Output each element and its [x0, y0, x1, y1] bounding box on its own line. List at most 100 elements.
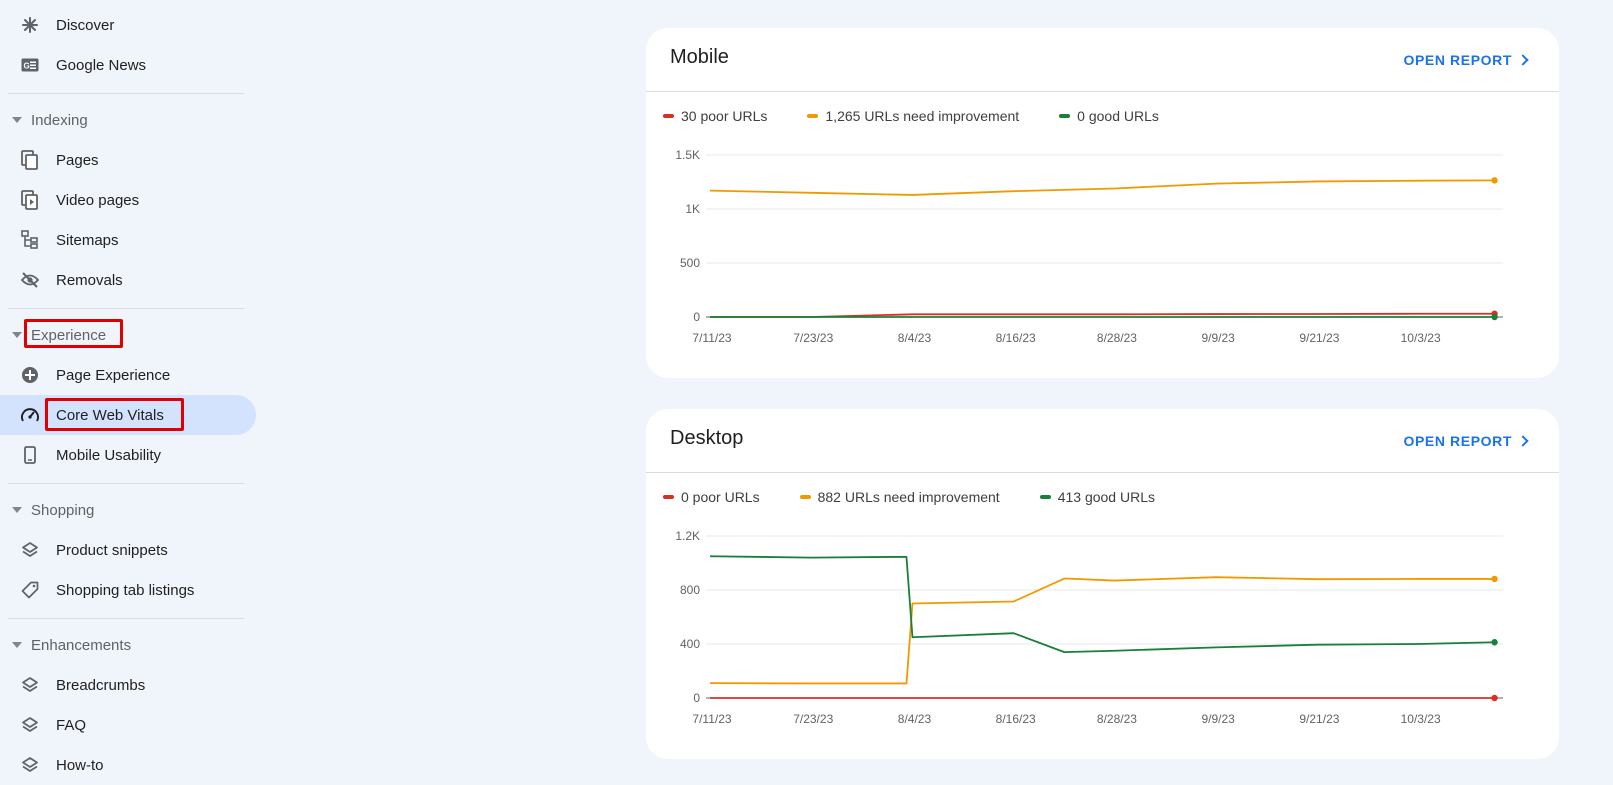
- tag-icon: [20, 580, 40, 600]
- sidebar-item-faq[interactable]: FAQ: [0, 705, 256, 745]
- y-tick-label: 1.2K: [675, 529, 700, 543]
- legend-label: 413 good URLs: [1057, 489, 1155, 505]
- page-experience-icon: [20, 365, 40, 385]
- sidebar-item-removals[interactable]: Removals: [0, 260, 256, 300]
- legend-label: 1,265 URLs need improvement: [825, 108, 1020, 124]
- series-end-point: [1491, 313, 1498, 321]
- section-header-shopping[interactable]: Shopping: [0, 495, 250, 525]
- mobile-report-card: Mobile OPEN REPORT 30 poor URLs 1,265 UR…: [646, 28, 1559, 378]
- divider: [8, 483, 244, 484]
- sidebar-item-pages[interactable]: Pages: [0, 140, 256, 180]
- card-divider: [646, 91, 1559, 92]
- sidebar-item-label: Pages: [56, 151, 99, 169]
- series-end-point: [1491, 177, 1498, 184]
- desktop-report-card: Desktop OPEN REPORT 0 poor URLs 882 URLs…: [646, 409, 1559, 759]
- divider: [8, 618, 244, 619]
- layers-icon: [20, 755, 40, 775]
- desktop-line-chart: 0 400 800 1.2K 7/11/23 7/23/23 8/4/23 8/16/23 8/…: [675, 529, 1503, 726]
- layers-icon: [20, 540, 40, 560]
- sidebar-item-label: Removals: [56, 271, 123, 289]
- section-header-experience[interactable]: Experience: [0, 320, 250, 350]
- section-header-indexing[interactable]: Indexing: [0, 105, 250, 135]
- y-tick-label: 500: [680, 256, 700, 270]
- legend-item-poor[interactable]: 30 poor URLs: [663, 108, 767, 124]
- legend-label: 882 URLs need improvement: [817, 489, 1000, 505]
- legend-swatch: [1059, 114, 1071, 118]
- sidebar-item-label: Mobile Usability: [56, 446, 162, 464]
- chevron-right-icon: [1517, 435, 1529, 447]
- card-title: Mobile: [670, 46, 729, 68]
- sidebar-item-page-experience[interactable]: Page Experience: [0, 355, 256, 395]
- sidebar-item-video-pages[interactable]: Video pages: [0, 180, 256, 220]
- x-tick-label: 8/28/23: [1097, 712, 1137, 726]
- chart-legend: 0 poor URLs 882 URLs need improvement 41…: [663, 489, 1155, 505]
- sidebar-item-label: Video pages: [56, 191, 140, 209]
- video-pages-icon: [20, 190, 40, 210]
- x-tick-label: 8/28/23: [1097, 331, 1137, 345]
- sidebar-item-label: Discover: [56, 16, 115, 34]
- caret-down-icon: [12, 117, 22, 123]
- svg-text:G: G: [24, 62, 30, 71]
- sidebar-item-discover[interactable]: Discover: [0, 5, 256, 45]
- sidebar-item-product-snippets[interactable]: Product snippets: [0, 530, 256, 570]
- x-tick-label: 7/11/23: [692, 331, 731, 345]
- caret-down-icon: [12, 642, 22, 648]
- section-header-enhancements[interactable]: Enhancements: [0, 630, 250, 660]
- y-tick-label: 800: [680, 583, 700, 597]
- legend-label: 30 poor URLs: [681, 108, 768, 124]
- sidebar-item-google-news[interactable]: G Google News: [0, 45, 256, 85]
- y-tick-label: 1.5K: [675, 148, 700, 162]
- legend-item-good[interactable]: 0 good URLs: [1059, 108, 1159, 124]
- x-tick-label: 8/4/23: [898, 712, 932, 726]
- y-tick-label: 400: [680, 637, 700, 651]
- open-report-link[interactable]: OPEN REPORT: [1403, 433, 1529, 449]
- visibility-off-icon: [20, 270, 40, 290]
- card-divider: [646, 472, 1559, 473]
- layers-icon: [20, 715, 40, 735]
- section-label: Experience: [31, 326, 107, 344]
- sidebar-item-label: Core Web Vitals: [56, 406, 164, 424]
- series-end-point: [1491, 575, 1498, 583]
- x-tick-label: 9/9/23: [1201, 331, 1235, 345]
- sidebar-item-label: How-to: [56, 756, 104, 774]
- series-line: [709, 179, 1495, 196]
- phone-icon: [20, 445, 40, 465]
- legend-item-poor[interactable]: 0 poor URLs: [663, 489, 760, 505]
- legend-swatch: [663, 114, 674, 118]
- open-report-label: OPEN REPORT: [1403, 433, 1512, 449]
- sidebar-item-shopping-tab-listings[interactable]: Shopping tab listings: [0, 570, 256, 610]
- legend-swatch: [807, 114, 819, 118]
- sidebar-item-core-web-vitals[interactable]: Core Web Vitals: [0, 395, 256, 435]
- x-tick-label: 8/16/23: [996, 331, 1036, 345]
- open-report-link[interactable]: OPEN REPORT: [1403, 52, 1529, 68]
- section-label: Shopping: [31, 501, 95, 519]
- legend-item-improve[interactable]: 1,265 URLs need improvement: [807, 108, 1019, 124]
- series-line: [709, 555, 1495, 653]
- legend-label: 0 poor URLs: [681, 489, 760, 505]
- sidebar-item-how-to[interactable]: How-to: [0, 745, 256, 785]
- sidebar-item-label: Google News: [56, 56, 147, 74]
- sidebar-item-sitemaps[interactable]: Sitemaps: [0, 220, 256, 260]
- section-label: Enhancements: [31, 636, 132, 654]
- x-tick-label: 8/4/23: [898, 331, 932, 345]
- legend-swatch: [1039, 495, 1051, 499]
- sidebar-item-label: Product snippets: [56, 541, 168, 559]
- open-report-label: OPEN REPORT: [1403, 52, 1512, 68]
- legend-label: 0 good URLs: [1077, 108, 1159, 124]
- legend-item-improve[interactable]: 882 URLs need improvement: [799, 489, 1000, 505]
- x-tick-label: 7/23/23: [793, 331, 833, 345]
- caret-down-icon: [12, 332, 22, 338]
- section-label: Indexing: [31, 111, 88, 129]
- y-tick-label: 0: [693, 691, 700, 705]
- chevron-right-icon: [1517, 54, 1529, 66]
- x-tick-label: 9/9/23: [1201, 712, 1235, 726]
- sidebar-item-mobile-usability[interactable]: Mobile Usability: [0, 435, 256, 475]
- sidebar-item-breadcrumbs[interactable]: Breadcrumbs: [0, 665, 256, 705]
- x-tick-label: 8/16/23: [996, 712, 1036, 726]
- sidebar-item-label: FAQ: [56, 716, 87, 734]
- sidebar-nav: Discover G Google News Indexing Pages Vi…: [0, 0, 260, 784]
- series-end-point: [1491, 639, 1498, 646]
- card-title: Desktop: [670, 427, 744, 449]
- legend-item-good[interactable]: 413 good URLs: [1039, 489, 1155, 505]
- sidebar-item-label: Page Experience: [56, 366, 171, 384]
